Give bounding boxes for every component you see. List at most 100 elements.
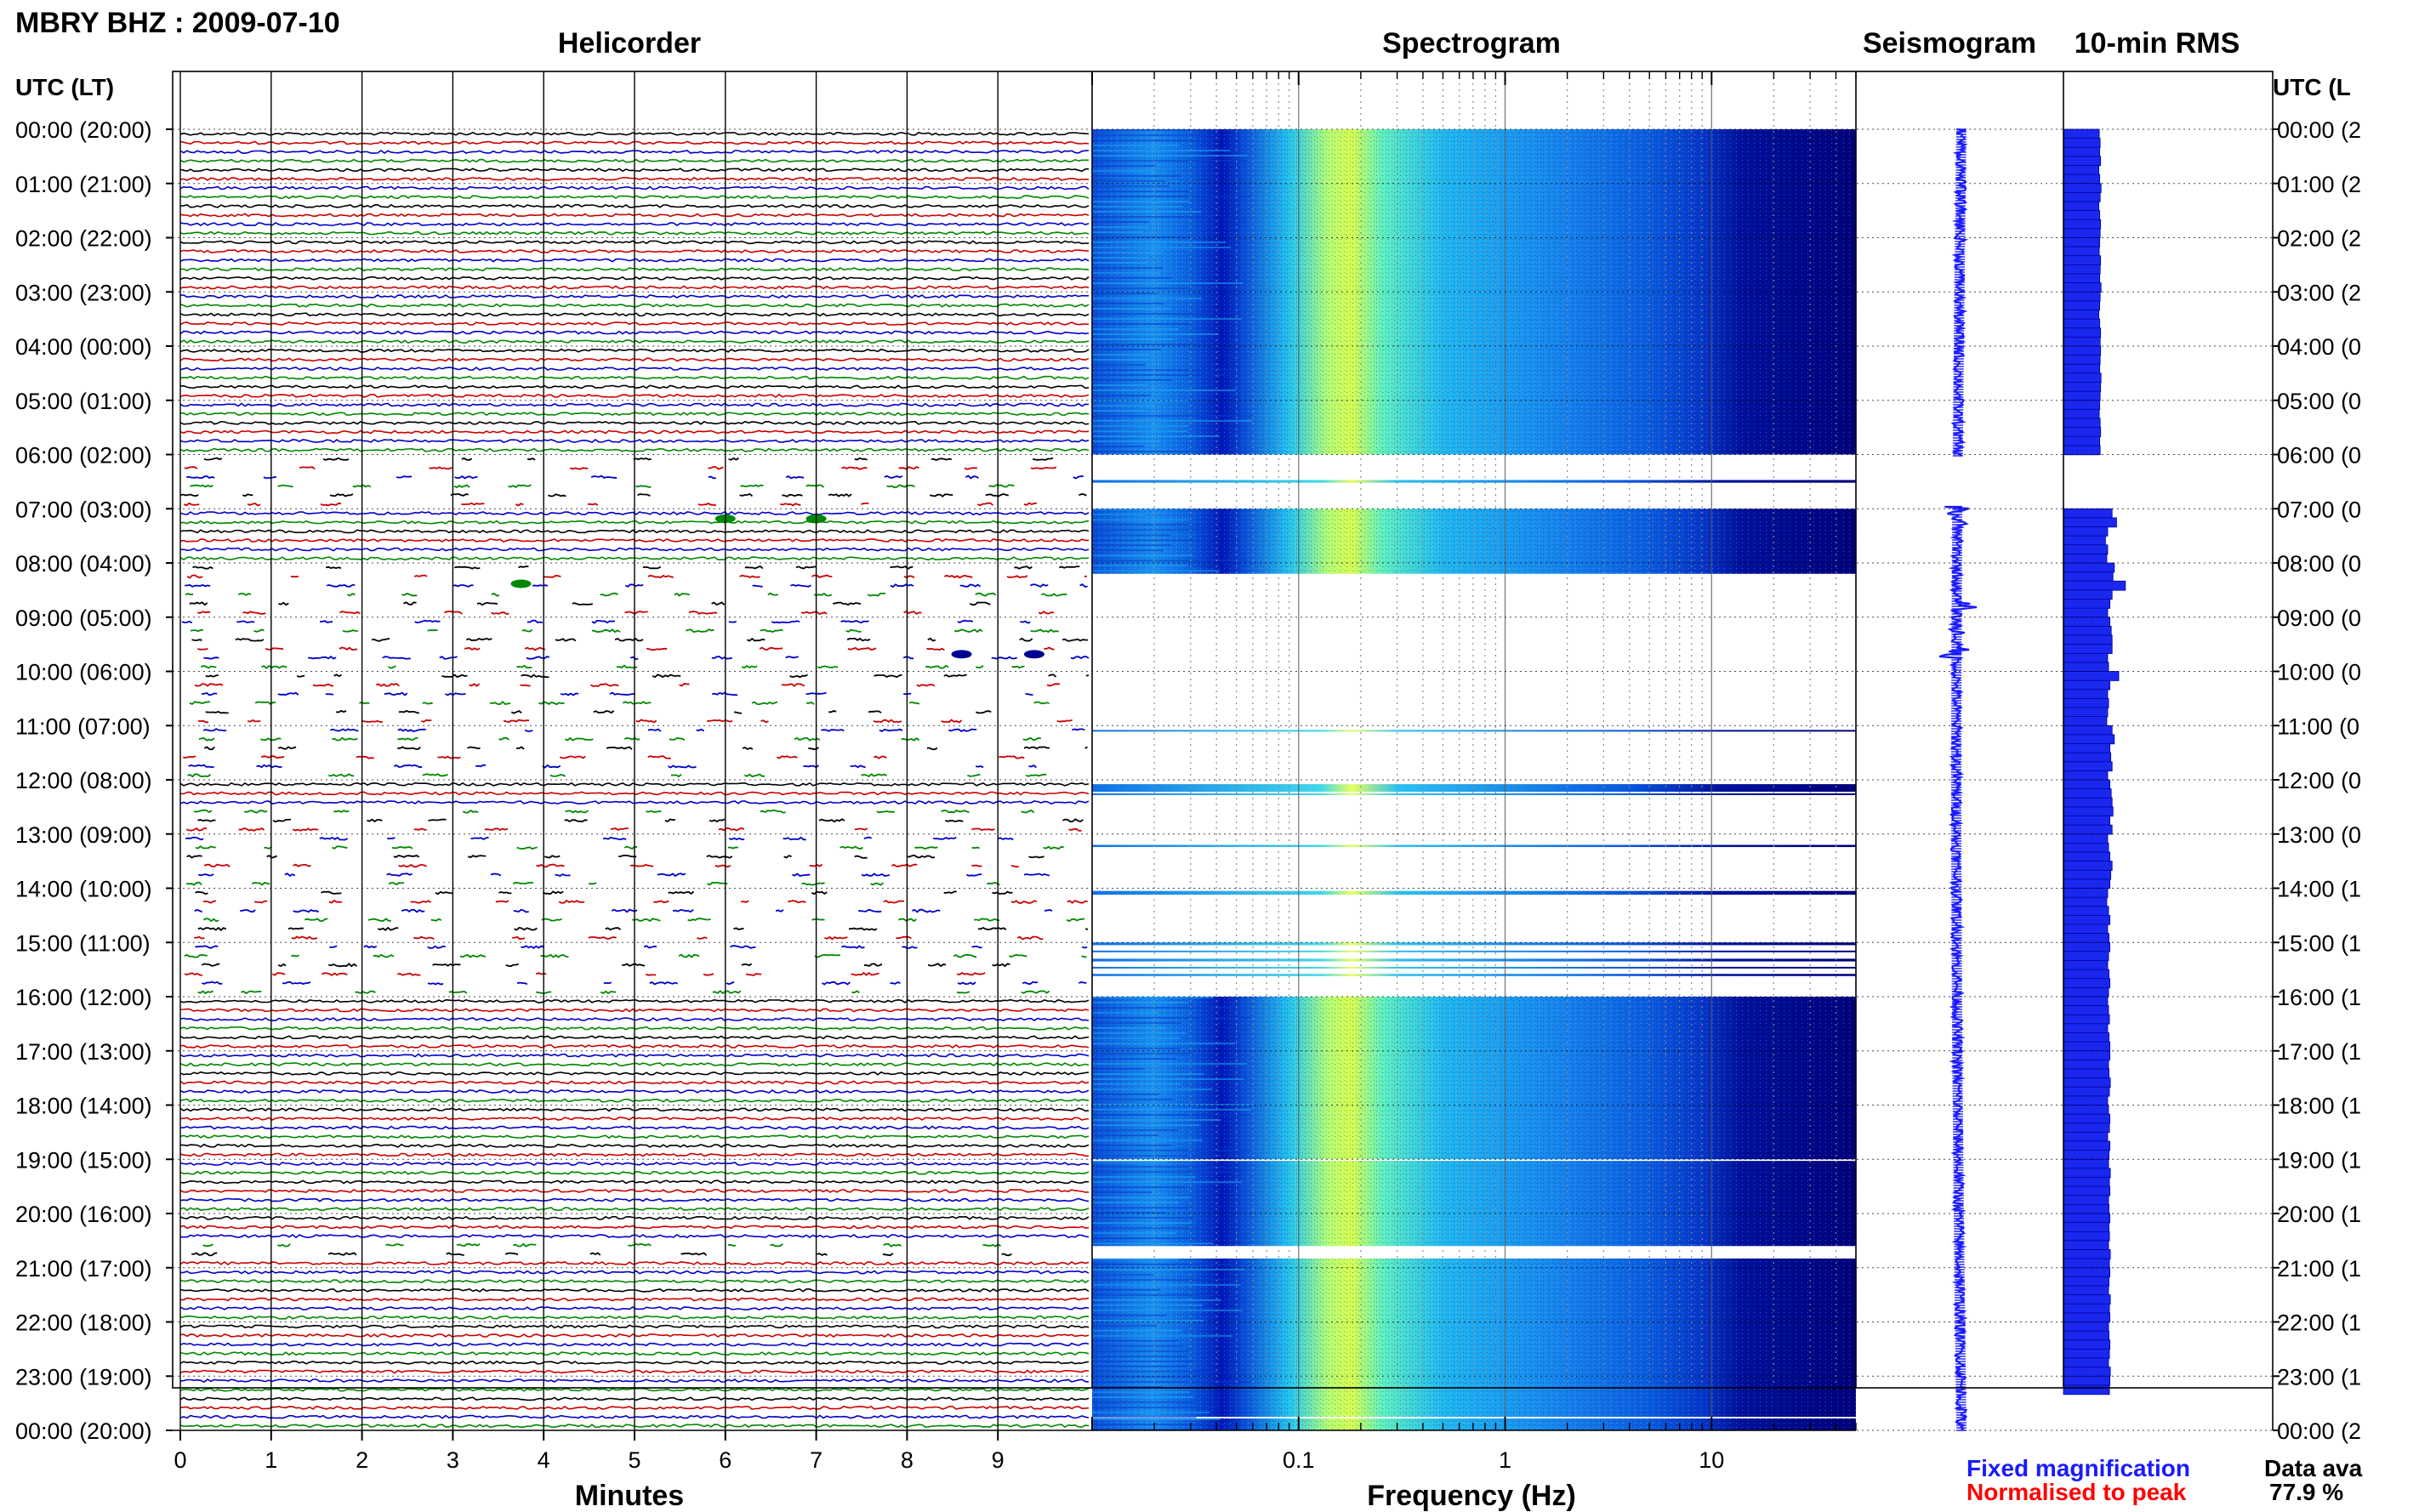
rms-bar [2063,1131,2109,1142]
rms-bar [2063,1322,2109,1332]
helicorder-trace-fragment [327,1252,357,1256]
helicorder-trace-fragment [186,855,202,859]
rms-bar [2063,1231,2110,1242]
helicorder-trace-fragment [603,981,612,985]
helicorder-trace-fragment [801,882,825,886]
helicorder-trace-fragment [242,611,266,615]
helicorder-trace-fragment [697,936,708,940]
rms-bar [2063,1375,2110,1386]
rms-bar [2063,689,2109,700]
time-label-left: 19:00 (15:00) [15,1147,152,1173]
time-label-right: 07:00 (0 [2277,497,2361,522]
helicorder-trace-fragment [339,611,361,615]
spectrogram-striation [1092,1288,1161,1291]
helicorder-trace-fragment [589,1252,601,1256]
rms-bar [2063,779,2110,790]
helicorder-trace-fragment [185,827,208,832]
spectrogram-striation [1092,534,1172,537]
helicorder-trace-fragment [1048,674,1057,678]
helicorder-trace-fragment [319,620,333,623]
rms-bar [2063,888,2109,898]
spectrogram-striation [1092,1401,1196,1403]
helicorder-trace-fragment [382,656,411,660]
helicorder-trace-fragment [712,990,742,995]
helicorder-trace-fragment [328,899,342,904]
helicorder-trace-fragment [237,592,252,596]
spectrogram-striation [1092,1089,1213,1090]
helicorder-trace-fragment [560,692,579,696]
helicorder-trace-fragment [182,755,196,759]
rms-bar [2063,273,2101,284]
spectrogram-striation [1092,1073,1205,1075]
spectrogram-striation [1092,1304,1203,1306]
spectrogram-striation [1092,180,1166,182]
helicorder-trace-fragment [752,584,763,588]
helicorder-trace-fragment [901,736,920,742]
helicorder-trace-fragment [205,710,229,714]
helicorder-trace-fragment [188,764,214,769]
helicorder-trace-fragment [542,764,561,769]
spectrogram-striation [1092,1181,1243,1184]
helicorder-trace-fragment [733,711,743,714]
helicorder-trace-fragment [623,845,638,850]
helicorder-trace-fragment [555,638,577,642]
helicorder-trace-fragment [439,656,458,660]
helicorder-trace-fragment [184,972,202,976]
helicorder-trace-fragment [861,773,887,778]
spectrogram-block [1092,890,1856,895]
rms-bar [2063,1203,2109,1214]
helicorder-trace-fragment [195,890,208,895]
helicorder-trace-fragment [1011,665,1025,669]
helicorder-trace-fragment [332,736,358,742]
rms-bar [2063,969,2109,980]
spectrogram-striation [1092,165,1156,167]
rms-bar [2063,327,2102,338]
helicorder-trace-fragment [943,674,967,678]
helicorder-trace-fragment [524,646,546,651]
minute-tick-label: 4 [538,1447,550,1473]
helicorder-trace-fragment [393,855,420,858]
helicorder-trace-fragment [1059,566,1080,569]
rms-bar [2063,1185,2110,1197]
spectrogram-striation [1092,1176,1196,1179]
helicorder-trace-fragment [328,963,357,968]
rms-bar [2063,246,2100,257]
helicorder-trace-fragment [847,646,877,651]
time-label-left: 16:00 (12:00) [15,985,152,1010]
helicorder-trace-fragment [437,755,461,759]
spectrogram-striation [1092,1007,1245,1009]
spectrogram-striation [1092,410,1147,412]
helicorder-trace-fragment [998,837,1014,841]
helicorder-trace-fragment [326,583,356,588]
helicorder-trace-fragment [565,810,589,814]
helicorder-trace-fragment [610,827,629,832]
helicorder-trace-fragment [622,701,652,705]
spectrogram-striation [1092,1385,1164,1388]
rms-bar [2063,842,2109,853]
helicorder-trace-fragment [465,637,492,641]
helicorder-trace-fragment [687,918,711,922]
helicorder-trace-fragment [508,484,532,489]
helicorder-trace-fragment [397,972,421,976]
time-label-left: 20:00 (16:00) [15,1202,152,1227]
helicorder-trace-fragment [541,918,562,922]
helicorder-trace-fragment [1084,746,1088,749]
spectrogram-striation [1092,1150,1253,1151]
helicorder-trace-fragment [948,728,977,732]
spectrogram-striation [1092,323,1190,325]
helicorder-trace-fragment [1016,935,1044,941]
helicorder-trace-fragment [680,1252,708,1256]
helicorder-trace-fragment [236,620,255,623]
spectrogram-striation [1092,1375,1197,1378]
helicorder-trace-fragment [401,908,425,913]
spectrogram-striation [1092,272,1161,274]
spectrogram-panel [1092,71,1857,1430]
helicorder-trace-fragment [587,503,599,506]
spectrogram-texture [1092,1161,1856,1247]
helicorder-trace-fragment [991,656,1017,660]
helicorder-trace-fragment [202,900,217,904]
helicorder-trace-fragment [1032,457,1054,461]
spectrogram-striation [1092,354,1150,355]
rms-bar [2063,914,2110,925]
helicorder-trace-fragment [590,475,618,480]
